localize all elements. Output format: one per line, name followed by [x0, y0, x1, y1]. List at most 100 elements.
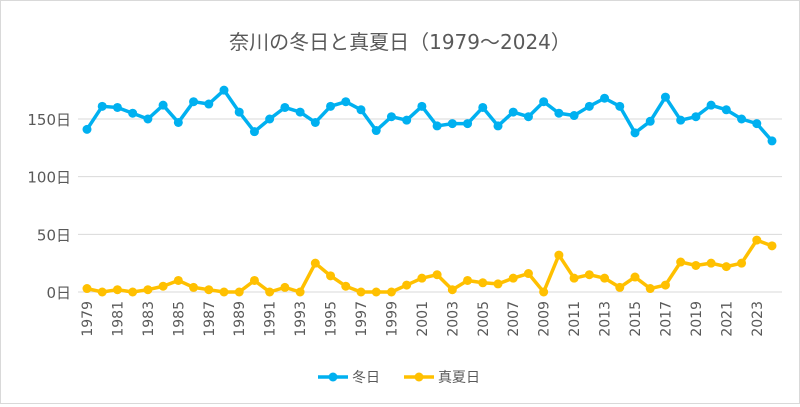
- data-point: [493, 121, 503, 131]
- data-point: [676, 257, 686, 267]
- data-point: [432, 270, 442, 280]
- data-point: [310, 258, 320, 268]
- data-point: [508, 107, 518, 117]
- data-point: [569, 111, 579, 121]
- data-point: [219, 287, 229, 297]
- data-point: [143, 114, 153, 124]
- data-point: [371, 126, 381, 136]
- x-tick-label: 1983: [141, 301, 157, 337]
- data-point: [112, 102, 122, 112]
- series-2: [82, 235, 777, 297]
- data-point: [767, 136, 777, 146]
- x-tick-label: 2001: [415, 301, 431, 337]
- data-point: [523, 112, 533, 122]
- y-tick-label: 0日: [46, 284, 71, 302]
- x-tick-label: 1981: [110, 301, 126, 337]
- data-point: [645, 116, 655, 126]
- data-point: [341, 97, 351, 107]
- data-point: [219, 85, 229, 95]
- data-point: [158, 281, 168, 291]
- data-point: [767, 241, 777, 251]
- data-point: [386, 287, 396, 297]
- data-point: [493, 279, 503, 289]
- data-point: [310, 117, 320, 127]
- series-lines: [82, 85, 777, 297]
- data-point: [737, 114, 747, 124]
- data-point: [189, 97, 199, 107]
- data-point: [463, 119, 473, 129]
- y-axis-ticks: 0日 50日 100日 150日: [27, 111, 71, 302]
- legend-marker: [414, 372, 424, 382]
- data-point: [265, 114, 275, 124]
- data-point: [356, 105, 366, 115]
- data-point: [356, 287, 366, 297]
- x-axis-ticks: 1979 1981 1983 1985 1987 1989 1991 1993 1995 1997…: [80, 301, 766, 337]
- data-point: [97, 101, 107, 111]
- x-tick-label: 1999: [384, 301, 400, 337]
- x-tick-label: 2011: [567, 301, 583, 337]
- data-point: [478, 278, 488, 288]
- data-point: [204, 99, 214, 109]
- data-point: [326, 101, 336, 111]
- x-tick-label: 1985: [171, 301, 187, 337]
- data-point: [402, 280, 412, 290]
- series-line: [86, 238, 773, 294]
- data-point: [523, 269, 533, 279]
- data-point: [630, 272, 640, 282]
- data-point: [554, 250, 564, 260]
- data-point: [189, 282, 199, 292]
- data-point: [660, 92, 670, 102]
- data-point: [417, 273, 427, 283]
- legend-label: 冬日: [352, 370, 380, 386]
- data-point: [447, 285, 457, 295]
- data-point: [508, 273, 518, 283]
- data-point: [569, 273, 579, 283]
- data-point: [615, 101, 625, 111]
- data-point: [584, 270, 594, 280]
- x-tick-label: 1995: [324, 301, 340, 337]
- data-point: [265, 287, 275, 297]
- data-point: [341, 281, 351, 291]
- data-point: [128, 287, 138, 297]
- data-point: [386, 112, 396, 122]
- data-point: [478, 102, 488, 112]
- data-point: [112, 285, 122, 295]
- data-point: [249, 127, 259, 137]
- data-point: [752, 119, 762, 129]
- data-point: [463, 275, 473, 285]
- data-point: [752, 235, 762, 245]
- x-tick-label: 2023: [750, 301, 766, 337]
- data-point: [128, 108, 138, 118]
- x-tick-label: 1979: [80, 301, 96, 337]
- x-tick-label: 2009: [537, 301, 553, 337]
- data-point: [326, 271, 336, 281]
- data-point: [295, 287, 305, 297]
- data-point: [706, 258, 716, 268]
- x-tick-label: 2021: [719, 301, 735, 337]
- data-point: [706, 100, 716, 110]
- data-point: [402, 115, 412, 125]
- data-point: [539, 287, 549, 297]
- data-point: [584, 101, 594, 111]
- data-point: [554, 108, 564, 118]
- data-point: [143, 285, 153, 295]
- data-point: [432, 121, 442, 131]
- data-point: [158, 100, 168, 110]
- data-point: [630, 128, 640, 138]
- data-point: [660, 280, 670, 290]
- data-point: [82, 124, 92, 134]
- data-point: [280, 102, 290, 112]
- data-point: [295, 107, 305, 117]
- data-point: [249, 275, 259, 285]
- data-point: [600, 93, 610, 103]
- data-point: [280, 282, 290, 292]
- x-tick-label: 2015: [628, 301, 644, 337]
- legend-marker: [328, 372, 338, 382]
- y-tick-label: 50日: [37, 226, 71, 244]
- data-point: [82, 284, 92, 294]
- x-tick-label: 2005: [476, 301, 492, 337]
- legend-item: 冬日: [318, 370, 380, 386]
- data-point: [691, 260, 701, 270]
- data-point: [173, 275, 183, 285]
